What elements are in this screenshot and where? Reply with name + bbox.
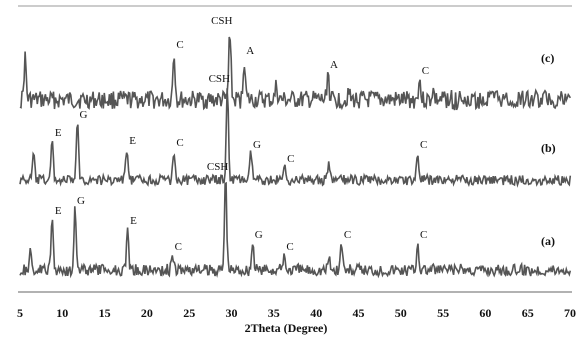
series-line-2 [19,181,572,279]
peak-label-1-2: G [80,109,88,121]
x-tick-labels: 5 10 15 20 25 30 35 40 45 50 55 60 65 70 [17,306,576,320]
peak-label-1-5: CSH [209,73,230,85]
x-tick-label-13: 70 [564,306,576,320]
peak-label-2-9: C [344,229,351,241]
traces-group: C CSH A A C (c) E G E C CSH G C C (b) E G E C CSH G C C C (a) [19,15,572,279]
peak-label-1-3: E [129,135,136,147]
peak-label-2-2: G [77,195,85,207]
trace-label-1: (b) [541,141,556,155]
peak-label-2-4: C [175,241,182,253]
x-tick-label-0: 5 [17,306,23,320]
x-axis-title: 2Theta (Degree) [245,321,328,335]
peak-label-0-7: C [422,65,429,77]
peak-label-1-1: E [55,127,62,139]
x-tick-label-11: 60 [479,306,491,320]
x-tick-label-8: 45 [353,306,365,320]
x-tick-label-10: 55 [437,306,449,320]
trace-label-2: (a) [541,234,555,248]
x-tick-label-9: 50 [395,306,407,320]
x-tick-label-6: 35 [268,306,280,320]
peak-label-2-6: G [255,229,263,241]
x-tick-label-1: 10 [56,306,68,320]
peak-label-2-5: CSH [207,161,228,173]
peak-label-1-6: G [253,139,261,151]
peak-label-1-4: C [176,137,183,149]
peak-label-0-5: A [330,59,338,71]
peak-label-2-3: E [130,215,137,227]
peak-label-1-9: C [420,139,427,151]
x-tick-label-4: 25 [183,306,195,320]
series-line-1 [19,88,572,188]
series-line-0 [19,36,572,111]
peak-label-2-1: E [55,205,62,217]
peak-label-1-7: C [287,153,294,165]
trace-label-0: (c) [541,51,554,65]
peak-label-0-1: C [176,39,183,51]
x-tick-label-3: 20 [141,306,153,320]
x-tick-label-2: 15 [99,306,111,320]
x-tick-label-5: 30 [226,306,238,320]
peak-label-2-7: C [286,241,293,253]
x-tick-label-7: 40 [310,306,322,320]
x-tick-label-12: 65 [522,306,534,320]
peak-label-2-10: C [420,229,427,241]
peak-label-0-3: A [246,45,254,57]
peak-label-0-2: CSH [211,15,232,27]
